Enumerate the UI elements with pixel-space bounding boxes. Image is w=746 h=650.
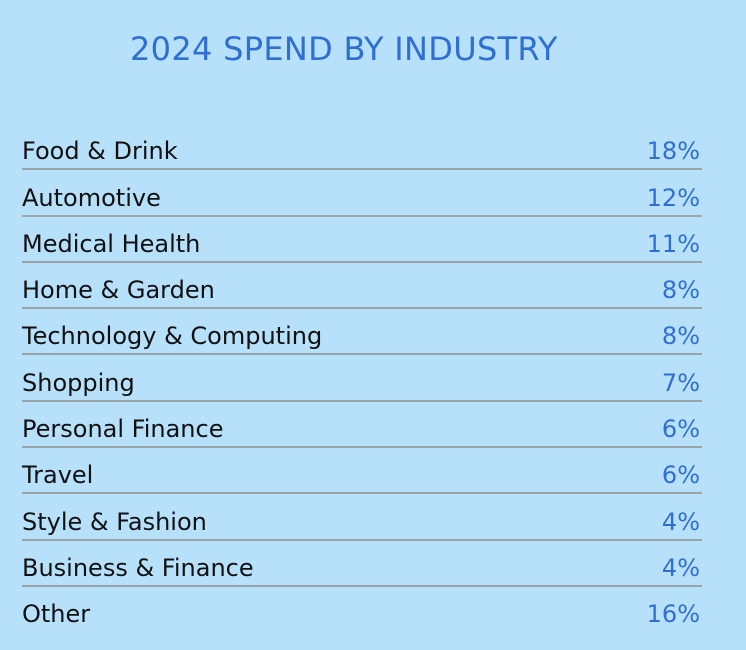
row: Technology & Computing 8% (22, 309, 702, 356)
share-value: 16% (646, 600, 700, 629)
share-value: 7% (661, 368, 700, 397)
industry-label: Home & Garden (22, 276, 215, 305)
share-value: 8% (661, 276, 700, 305)
industry-label: Shopping (22, 368, 135, 397)
industry-label: Medical Health (22, 229, 201, 258)
row: Home & Garden 8% (22, 263, 702, 310)
industry-label: Automotive (22, 183, 161, 212)
share-value: 6% (661, 415, 700, 444)
row: Business & Finance 4% (22, 541, 702, 587)
row: Other 16% (22, 587, 702, 631)
industry-label: Other (22, 600, 91, 629)
industry-label: Personal Finance (22, 415, 224, 444)
row: Travel 6% (22, 448, 702, 495)
share-value: 18% (646, 137, 700, 166)
row: Food & Drink 18% (22, 124, 702, 171)
row: Personal Finance 6% (22, 402, 702, 449)
row: Style & Fashion 4% (22, 494, 702, 541)
row: Shopping 7% (22, 355, 702, 402)
share-value: 8% (661, 322, 700, 351)
row: Automotive 12% (22, 170, 702, 217)
share-value: 4% (661, 553, 700, 582)
industry-label: Style & Fashion (22, 507, 207, 536)
share-value: 6% (661, 461, 700, 490)
industry-label: Business & Finance (22, 553, 254, 582)
share-value: 4% (661, 507, 700, 536)
share-value: 11% (646, 229, 700, 258)
share-value: 12% (646, 183, 700, 212)
industry-label: Travel (22, 461, 94, 490)
industry-label: Food & Drink (22, 137, 178, 166)
industry-list: Food & Drink 18% Automotive 12% Medical Heal… (22, 124, 702, 631)
title: 2024 SPEND BY INDUSTRY (130, 30, 558, 68)
industry-label: Technology & Computing (22, 322, 323, 351)
row: Medical Health 11% (22, 217, 702, 263)
